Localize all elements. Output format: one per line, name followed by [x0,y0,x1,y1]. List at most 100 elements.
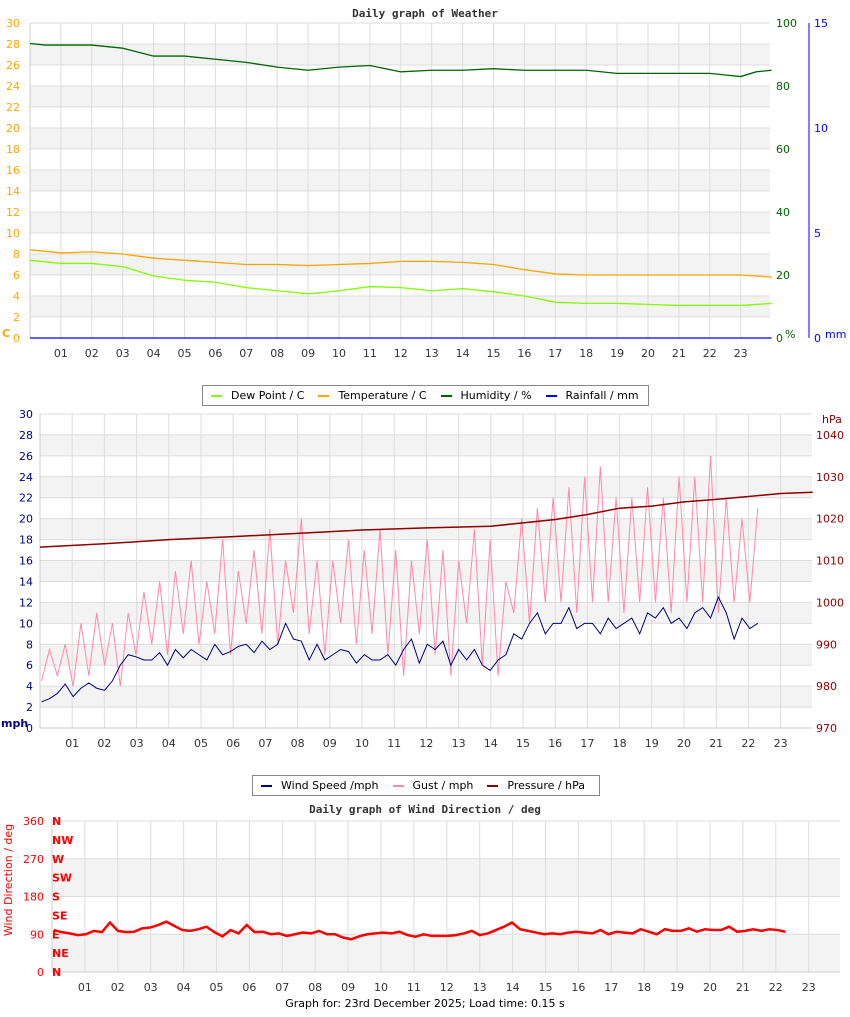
y-axis-unit-wind: mph [1,717,28,730]
grid-band [30,44,770,65]
legend-item-pressure: Pressure / hPa [487,779,585,792]
y-tick-label: 20 [6,122,20,135]
y-tick-label: 100 [776,17,797,30]
x-tick-label: 09 [301,347,315,360]
y-tick-label: 6 [26,659,33,672]
series-line-dew-point [29,259,772,307]
compass-label: S [52,891,60,904]
y-tick-label: 10 [19,617,33,630]
y-tick-label: 26 [6,59,20,72]
y-tick-label: 18 [19,534,33,547]
y-tick-label: 12 [6,206,20,219]
y-tick-label: 2 [26,701,33,714]
grid-band [30,86,770,107]
y-tick-label: 20 [19,513,33,526]
legend-item-humidity: Humidity / % [440,389,532,402]
series-line-pressure [39,491,813,548]
y-tick-label: 0 [37,966,44,979]
x-tick-label: 01 [65,737,79,750]
x-tick-label: 10 [332,347,346,360]
x-tick-label: 10 [355,737,369,750]
compass-label: NW [52,834,73,847]
x-tick-label: 02 [97,737,111,750]
x-tick-label: 16 [548,737,562,750]
x-tick-label: 12 [440,981,454,994]
x-tick-label: 16 [571,981,585,994]
compass-label: NE [52,947,69,960]
y-tick-label: 28 [19,429,33,442]
x-tick-label: 09 [341,981,355,994]
y-tick-label: 20 [776,269,790,282]
x-tick-label: 18 [637,981,651,994]
y-axis-unit-pressure: hPa [822,413,842,426]
legend-item-gust: Gust / mph [392,779,473,792]
x-tick-label: 02 [85,347,99,360]
x-tick-label: 07 [258,737,272,750]
y-tick-label: 1020 [816,513,844,526]
x-tick-label: 14 [484,737,498,750]
x-tick-label: 06 [226,737,240,750]
x-tick-label: 07 [275,981,289,994]
compass-label: N [52,815,61,828]
x-tick-label: 17 [604,981,618,994]
y-tick-label: 24 [6,80,20,93]
x-tick-label: 22 [703,347,717,360]
y-axis-unit-rain: mm [825,328,846,341]
x-tick-label: 01 [54,347,68,360]
y-tick-label: 90 [30,928,44,941]
x-tick-label: 03 [144,981,158,994]
x-tick-label: 23 [734,347,748,360]
x-tick-label: 21 [709,737,723,750]
y-tick-label: 6 [13,269,20,282]
x-tick-label: 11 [407,981,421,994]
x-tick-label: 08 [291,737,305,750]
x-tick-label: 11 [387,737,401,750]
y-tick-label: 0 [26,722,33,735]
grid-band [30,212,770,233]
y-tick-label: 980 [816,680,837,693]
y-tick-label: 4 [26,680,33,693]
y-tick-label: 1000 [816,596,844,609]
y-tick-label: 990 [816,638,837,651]
x-tick-label: 21 [672,347,686,360]
compass-label: W [52,853,64,866]
y-tick-label: 1040 [816,429,844,442]
y-tick-label: 270 [23,853,44,866]
y-tick-label: 5 [814,227,821,240]
y-tick-label: 180 [23,891,44,904]
x-tick-label: 15 [487,347,501,360]
x-tick-label: 09 [323,737,337,750]
grid-band [52,858,840,897]
y-tick-label: 60 [776,143,790,156]
x-tick-label: 15 [516,737,530,750]
y-tick-label: 2 [13,311,20,324]
y-tick-label: 40 [776,206,790,219]
y-tick-label: 14 [19,575,33,588]
x-tick-label: 03 [116,347,130,360]
x-tick-label: 23 [774,737,788,750]
x-tick-label: 19 [670,981,684,994]
x-tick-label: 08 [308,981,322,994]
y-tick-label: 1010 [816,555,844,568]
y-tick-label: 970 [816,722,837,735]
y-tick-label: 80 [776,80,790,93]
y-tick-label: 30 [6,17,20,30]
x-tick-label: 19 [645,737,659,750]
legend-weather: Dew Point / C Temperature / C Humidity /… [202,385,649,406]
grid-band [30,170,770,191]
x-tick-label: 19 [610,347,624,360]
x-tick-label: 13 [452,737,466,750]
x-tick-label: 04 [162,737,176,750]
y-tick-label: 30 [19,408,33,421]
x-tick-label: 05 [210,981,224,994]
x-tick-label: 14 [506,981,520,994]
x-tick-label: 06 [208,347,222,360]
grid-band [30,128,770,149]
legend-item-dew-point: Dew Point / C [211,389,304,402]
chart-title: Daily graph of Wind Direction / deg [309,803,541,816]
x-tick-label: 04 [177,981,191,994]
x-tick-label: 23 [802,981,816,994]
legend-item-rainfall: Rainfall / mm [545,389,639,402]
y-tick-label: 360 [23,815,44,828]
y-tick-label: 16 [19,555,33,568]
